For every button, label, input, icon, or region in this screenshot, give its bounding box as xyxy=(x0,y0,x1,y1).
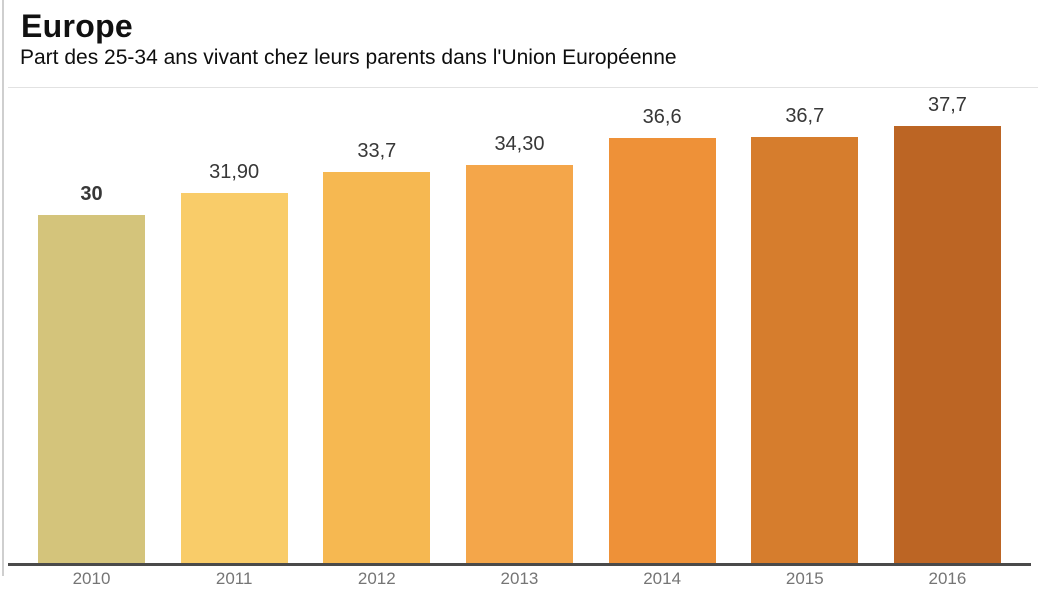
bar-column: 30 xyxy=(38,90,145,563)
x-axis-line xyxy=(8,563,1031,566)
bar-value-label: 33,7 xyxy=(357,140,397,162)
bar-column: 33,7 xyxy=(323,90,431,563)
bar-column: 36,6 xyxy=(608,90,716,563)
bar[interactable] xyxy=(323,172,431,563)
chart-subtitle: Part des 25-34 ans vivant chez leurs par… xyxy=(20,46,677,69)
bar-value-label: 31,90 xyxy=(209,161,260,183)
bar-column: 37,7 xyxy=(893,90,1001,563)
bar-value-label: 36,7 xyxy=(785,105,825,127)
x-tick-label: 2012 xyxy=(357,569,396,588)
bars-container: 30 31,90 33,7 34,30 36,6 36,7 37,7 xyxy=(38,90,1001,563)
bar-column: 34,30 xyxy=(465,90,573,563)
bar[interactable] xyxy=(180,193,288,563)
bar-value-label: 34,30 xyxy=(494,133,545,155)
x-axis-tick-labels: 2010 2011 2012 2013 2014 2015 2016 xyxy=(38,569,1001,589)
header-divider xyxy=(8,87,1038,88)
bar[interactable] xyxy=(38,215,145,563)
bar-value-label: 37,7 xyxy=(927,94,967,116)
bar-column: 36,7 xyxy=(751,90,859,563)
x-tick-label: 2011 xyxy=(215,569,253,588)
bar[interactable] xyxy=(608,138,716,563)
bar-value-label: 30 xyxy=(80,183,103,205)
x-tick-label: 2016 xyxy=(928,569,967,588)
bar[interactable] xyxy=(465,165,573,563)
x-tick-label: 2015 xyxy=(785,569,824,588)
bar[interactable] xyxy=(893,126,1001,563)
bar[interactable] xyxy=(751,137,859,563)
bar-value-label: 36,6 xyxy=(642,106,682,128)
x-tick-label: 2010 xyxy=(72,569,111,588)
page-left-border xyxy=(2,0,4,576)
page-title: Europe xyxy=(21,8,134,45)
x-tick-label: 2014 xyxy=(643,569,682,588)
bar-column: 31,90 xyxy=(180,90,288,563)
x-tick-label: 2013 xyxy=(500,569,539,588)
